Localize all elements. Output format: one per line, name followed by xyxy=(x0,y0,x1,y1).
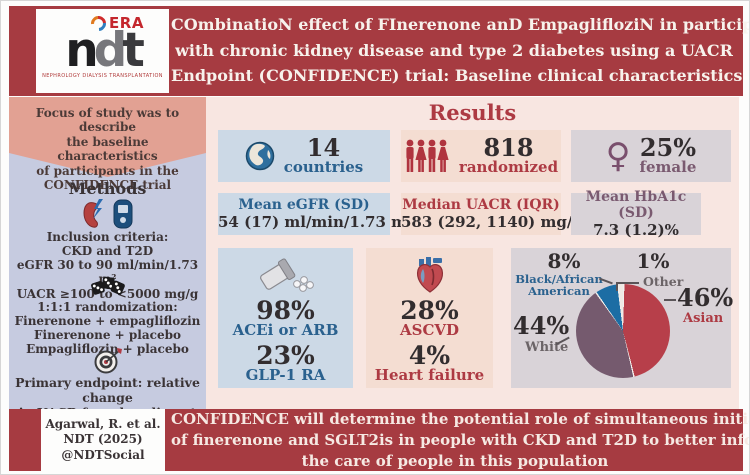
white-percent: 44% xyxy=(513,311,570,340)
methods-sidebar: Focus of study was to describe the basel… xyxy=(9,97,206,434)
citation-journal: NDT (2025) xyxy=(63,432,143,447)
heart-icon xyxy=(416,257,443,293)
countries-stat-box: 14 countries xyxy=(218,130,390,182)
title-line-1: COmbinatioN effect of FInerenone anD Emp… xyxy=(171,15,750,35)
ndt-logo-caption: NEPHROLOGY DIALYSIS TRANSPLANTATION xyxy=(42,72,163,79)
era-logo-text: ERA xyxy=(109,14,144,32)
methods-icons xyxy=(9,199,206,229)
countries-label: countries xyxy=(283,158,364,177)
ndt-logo-text: ndt xyxy=(65,23,145,78)
kidney-icon xyxy=(83,199,103,228)
ascvd-label: ASCVD xyxy=(399,321,460,339)
poster-title: COmbinatioN effect of FInerenone anD Emp… xyxy=(171,6,750,96)
target-icon xyxy=(9,348,206,374)
conclusion-statement: CONFIDENCE will determine the potential … xyxy=(171,410,750,470)
uacr-value: 583 (292, 1140) mg/g xyxy=(401,213,583,232)
egfr-title: Mean eGFR (SD) xyxy=(238,196,370,213)
header-banner: ERA ndt NEPHROLOGY DIALYSIS TRANSPLANTAT… xyxy=(9,6,750,96)
citation-social-handle: @NDTSocial xyxy=(61,447,145,462)
methods-heading: Methods xyxy=(68,179,147,198)
footer-banner: Agarwal, R. et al. NDT (2025) @NDTSocial… xyxy=(9,409,750,471)
randomized-value: 818 xyxy=(483,133,534,163)
female-value: 25% xyxy=(639,133,697,163)
female-symbol-icon: ♀ xyxy=(605,136,631,176)
asian-label: Asian xyxy=(683,311,724,326)
glp1-label: GLP-1 RA xyxy=(245,365,326,384)
egfr-value: 54 (17) ml/min/1.73 m² xyxy=(218,213,414,232)
hba1c-box: Mean HbA1c (SD) 7.3 (1.2)% xyxy=(571,189,701,239)
acei-arb-value: 98% xyxy=(256,296,315,325)
asian-percent: 46% xyxy=(677,283,734,312)
leader-line-asian xyxy=(664,299,676,301)
leader-line-other xyxy=(617,282,639,284)
heart-failure-value: 4% xyxy=(408,340,451,370)
focus-statement: Focus of study was to describe the basel… xyxy=(35,106,180,192)
people-icons xyxy=(406,139,449,172)
randomization-arms: 1:1:1 randomization: Finerenone + empagl… xyxy=(14,300,201,357)
egfr-box: Mean eGFR (SD) 54 (17) ml/min/1.73 m² xyxy=(218,193,414,235)
globe-icon xyxy=(245,141,275,171)
other-label: Other xyxy=(643,274,684,289)
cardiovascular-box: 28% ASCVD 4% Heart failure xyxy=(366,248,493,388)
ascvd-value: 28% xyxy=(400,296,459,325)
hba1c-value: 7.3 (1.2)% xyxy=(593,221,679,240)
journal-logo: ERA ndt NEPHROLOGY DIALYSIS TRANSPLANTAT… xyxy=(36,9,169,93)
results-panel: Results 14 countries 818 randomized xyxy=(206,97,739,409)
uacr-box: Median UACR (IQR) 583 (292, 1140) mg/g xyxy=(401,193,583,235)
black-percent: 8% xyxy=(547,249,581,273)
heart-failure-label: Heart failure xyxy=(374,365,485,384)
acei-arb-label: ACEi or ARB xyxy=(232,321,339,339)
pill-bottle-icon xyxy=(259,258,314,292)
white-label: White xyxy=(525,340,569,355)
glucometer-icon xyxy=(113,199,133,229)
other-percent: 1% xyxy=(636,249,670,273)
medication-box: 98% ACEi or ARB 23% GLP-1 RA xyxy=(218,248,353,388)
title-line-2: with chronic kidney disease and type 2 d… xyxy=(175,40,733,60)
leader-line-other-drop xyxy=(616,282,618,291)
randomized-stat-box: 818 randomized xyxy=(401,130,561,182)
citation: Agarwal, R. et al. NDT (2025) @NDTSocial xyxy=(41,409,165,471)
race-pie-panel: 8% Black/African American 1% Other 46% A… xyxy=(511,248,734,388)
female-label: female xyxy=(639,158,697,177)
randomized-label: randomized xyxy=(458,158,559,177)
era-logo: ERA xyxy=(87,12,144,34)
uacr-title: Median UACR (IQR) xyxy=(402,196,560,213)
glp1-value: 23% xyxy=(256,340,315,370)
citation-authors: Agarwal, R. et al. xyxy=(45,416,161,431)
hba1c-title: Mean HbA1c (SD) xyxy=(585,188,687,221)
inclusion-criteria: Inclusion criteria: CKD and T2D eGFR 30 … xyxy=(16,230,199,301)
title-line-3: Endpoint (CONFIDENCE) trial: Baseline cl… xyxy=(171,66,743,86)
results-heading: Results xyxy=(428,100,517,125)
black-label: Black/African American xyxy=(515,272,603,299)
female-stat-box: ♀ 25% female xyxy=(571,130,731,182)
countries-value: 14 xyxy=(306,133,341,163)
race-pie-chart xyxy=(576,284,670,378)
dice-icon xyxy=(9,276,206,296)
